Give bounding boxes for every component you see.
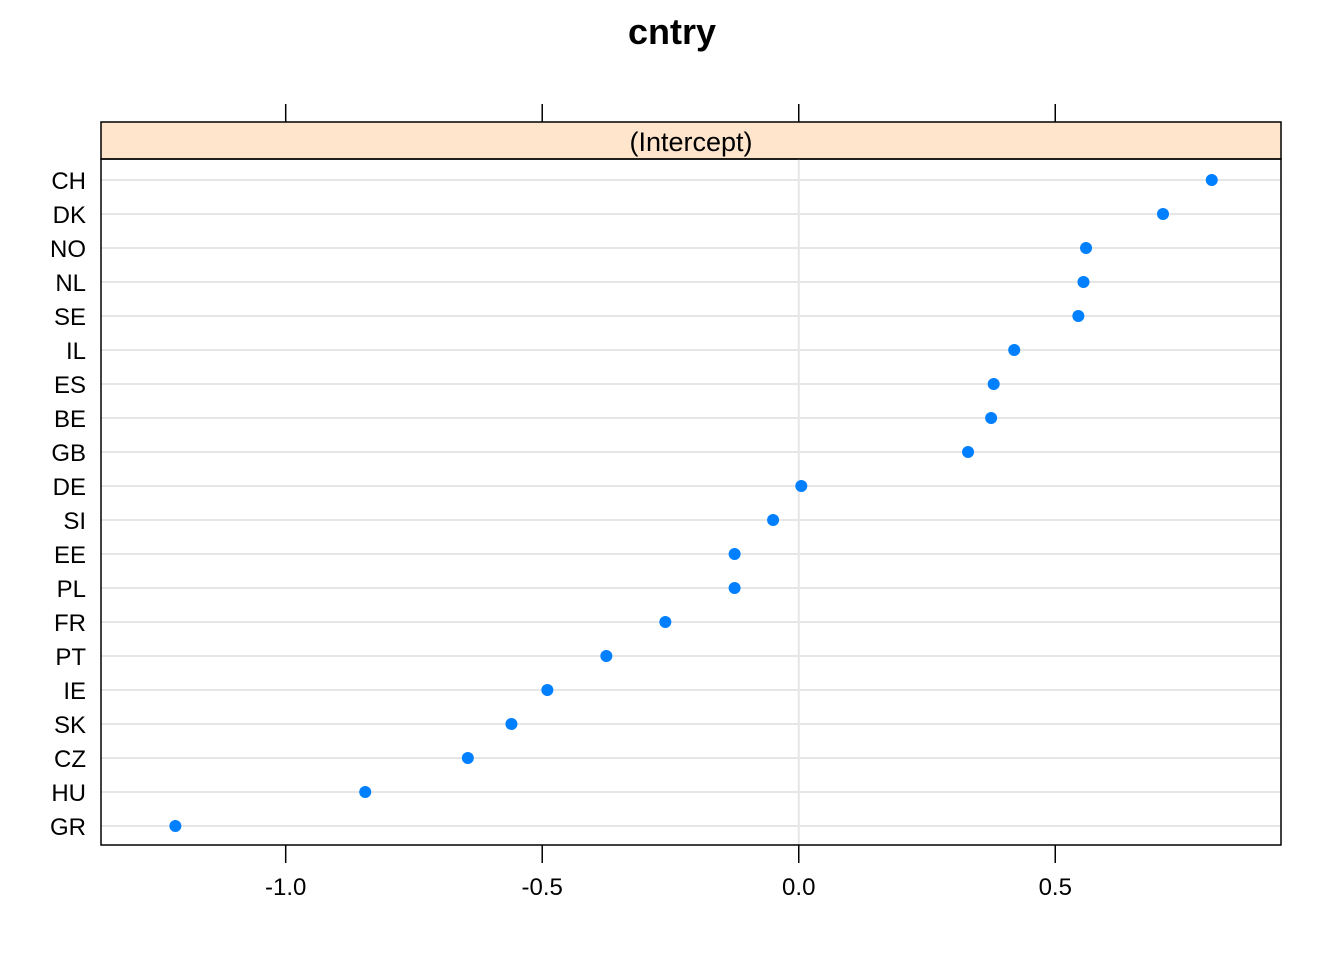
data-points: [169, 174, 1218, 832]
point-dk: [1157, 208, 1169, 220]
point-nl: [1077, 276, 1090, 288]
y-label-ee: EE: [54, 542, 86, 569]
y-label-ie: IE: [63, 678, 86, 705]
point-il: [1008, 344, 1021, 356]
top-axis-ticks: [284, 104, 1057, 122]
point-ie: [541, 684, 554, 696]
y-axis-labels: CH DK NO NL SE IL ES BE GB DE SI EE PL FR PT IE SK CZ HU GR: [50, 168, 86, 841]
y-label-de: DE: [53, 474, 86, 501]
point-si: [767, 514, 780, 526]
chart-title: cntry: [628, 11, 716, 52]
y-label-si: SI: [63, 508, 86, 535]
y-label-es: ES: [54, 372, 86, 399]
point-gb: [962, 446, 975, 458]
y-label-se: SE: [54, 304, 86, 331]
point-pt: [600, 650, 613, 662]
point-es: [987, 378, 1000, 390]
y-label-dk: DK: [53, 202, 86, 229]
y-label-nl: NL: [55, 270, 86, 297]
point-se: [1072, 310, 1085, 322]
point-fr: [659, 616, 672, 628]
point-ch: [1205, 174, 1218, 186]
point-hu: [359, 786, 372, 798]
panel-strip: [100, 121, 1282, 160]
point-ee: [728, 548, 741, 560]
y-label-il: IL: [66, 338, 86, 365]
x-tick-label: 0.5: [1039, 874, 1072, 901]
point-sk: [505, 718, 518, 730]
bottom-axis-ticks: [284, 845, 1057, 863]
point-no: [1080, 242, 1093, 254]
y-label-pt: PT: [55, 644, 86, 671]
y-label-sk: SK: [54, 712, 86, 739]
x-tick-label: 0.0: [782, 874, 815, 901]
point-pl: [728, 582, 741, 594]
y-label-ch: CH: [51, 168, 86, 195]
y-label-fr: FR: [54, 610, 86, 637]
x-tick-label: -0.5: [522, 874, 563, 901]
gridlines: [101, 179, 1281, 827]
y-label-gb: GB: [51, 440, 86, 467]
y-label-be: BE: [54, 406, 86, 433]
y-label-hu: HU: [51, 780, 86, 807]
x-tick-label: -1.0: [265, 874, 306, 901]
x-axis-labels: -1.0 -0.5 0.0 0.5: [265, 874, 1072, 901]
point-gr: [169, 820, 182, 832]
panel-strip-label: (Intercept): [629, 127, 752, 157]
point-de: [795, 480, 808, 492]
y-label-pl: PL: [57, 576, 86, 603]
plot-frame: [100, 158, 1282, 846]
point-be: [985, 412, 998, 424]
y-label-no: NO: [50, 236, 86, 263]
y-label-gr: GR: [50, 814, 86, 841]
y-label-cz: CZ: [54, 746, 86, 773]
point-cz: [461, 752, 474, 764]
